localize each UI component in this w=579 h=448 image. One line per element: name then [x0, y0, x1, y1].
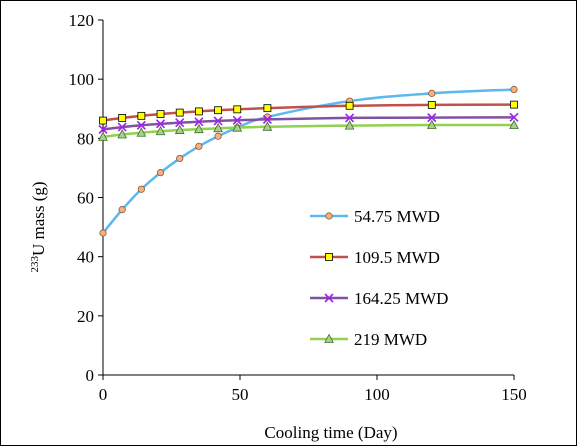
x-axis-title: Cooling time (Day) [264, 423, 397, 442]
data-point [344, 120, 355, 130]
y-tick-label: 20 [77, 307, 94, 326]
y-axis-title-superscript: 233 [29, 256, 41, 273]
data-point [427, 113, 437, 123]
data-point [428, 89, 436, 97]
legend-item: 164.25 MWD [310, 289, 448, 308]
x-tick-label: 50 [232, 385, 249, 404]
data-point [136, 127, 147, 137]
data-point [175, 118, 185, 128]
legend-marker [325, 253, 333, 261]
data-point [194, 123, 204, 134]
data-point [232, 122, 243, 132]
y-axis-title-main: U mass (g) [29, 181, 48, 256]
data-point [155, 119, 166, 129]
data-point [176, 154, 184, 163]
y-tick-label: 0 [86, 366, 95, 385]
data-point [262, 114, 272, 124]
data-point [195, 142, 203, 150]
data-point [427, 101, 436, 109]
legend-label: 109.5 MWD [354, 248, 440, 267]
data-point [137, 111, 146, 120]
data-point [117, 122, 127, 132]
data-point [98, 124, 108, 135]
data-point [426, 119, 437, 129]
data-point [137, 185, 145, 193]
data-point [99, 116, 107, 125]
data-point [213, 122, 223, 133]
y-tick-label: 120 [69, 11, 95, 30]
axes: 0 20 40 60 80 100 120 0 50 100 150 [69, 11, 527, 404]
data-point [263, 104, 272, 113]
y-tick-label: 100 [69, 70, 95, 89]
x-tick-label: 0 [99, 385, 108, 404]
legend-item: 109.5 MWD [310, 248, 440, 267]
data-point [214, 132, 222, 140]
x-tick-label: 150 [501, 385, 527, 404]
y-axis-title: 233U mass (g) [29, 181, 48, 272]
data-point [345, 113, 355, 123]
legend-item: 54.75 MWD [310, 207, 440, 226]
data-point [136, 120, 146, 130]
x-tick-label: 100 [364, 385, 390, 404]
data-point [213, 116, 223, 126]
data-point [99, 229, 107, 237]
data-point [174, 124, 185, 134]
data-point [345, 101, 354, 110]
legend-marker [325, 212, 333, 220]
data-point [510, 100, 518, 109]
data-point [194, 117, 204, 127]
legend-item: 219 MWD [310, 330, 427, 349]
series-line [102, 88, 515, 234]
series-group [98, 85, 519, 237]
data-point [155, 125, 166, 136]
data-point [175, 108, 184, 117]
data-point [262, 121, 273, 131]
data-point [233, 105, 242, 114]
data-point [156, 169, 165, 177]
data-point [509, 119, 519, 129]
legend: 54.75 MWD 109.5 MWD 164.25 MWD 219 MWD [310, 207, 448, 349]
data-point [232, 115, 242, 125]
legend-label: 219 MWD [354, 330, 427, 349]
legend-label: 164.25 MWD [354, 289, 448, 308]
y-tick-label: 60 [77, 189, 94, 208]
legend-marker [324, 333, 334, 343]
data-point [510, 85, 518, 94]
series-4 [98, 119, 519, 141]
data-point [214, 106, 222, 115]
data-point [118, 206, 126, 214]
y-tick-label: 40 [77, 248, 94, 267]
series-3 [98, 112, 519, 135]
series-2 [99, 100, 518, 125]
data-point [194, 107, 203, 116]
data-point [117, 129, 128, 139]
legend-label: 54.75 MWD [354, 207, 440, 226]
y-tick-label: 80 [77, 129, 94, 148]
data-point [118, 114, 127, 122]
legend-marker [324, 293, 334, 303]
data-point [98, 131, 108, 141]
data-point [509, 112, 519, 122]
data-point [156, 110, 165, 118]
series-1 [99, 85, 518, 237]
